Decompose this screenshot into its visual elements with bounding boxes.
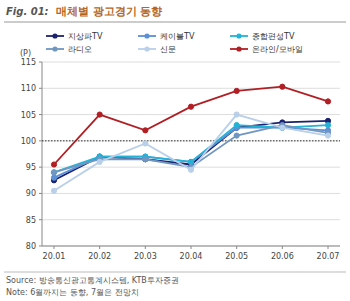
series-marker	[188, 167, 193, 172]
plot-area	[42, 84, 340, 193]
legend-item: 케이블TV	[138, 32, 195, 41]
x-tick-mark	[145, 246, 146, 249]
source: Source: 방송통신광고통계시스템, KTB투자증권	[6, 276, 179, 285]
figure-label: Fig. 01:	[6, 6, 49, 17]
legend-item: 신문	[138, 45, 176, 54]
y-tick-label: 115	[21, 58, 36, 67]
x-tick-label: 20.01	[43, 252, 66, 261]
series-marker	[188, 159, 193, 164]
grid-line	[42, 193, 340, 194]
series-marker	[143, 157, 148, 162]
footer-rule	[4, 272, 346, 273]
legend-label: 신문	[160, 45, 176, 54]
legend-marker	[144, 33, 149, 38]
series-marker	[234, 112, 239, 117]
series-marker	[188, 159, 193, 164]
x-tick-mark	[236, 246, 237, 249]
series-marker	[51, 162, 56, 167]
grid-line	[42, 219, 340, 220]
series-marker	[325, 122, 330, 127]
legend-marker	[144, 46, 149, 51]
series-marker	[325, 133, 330, 138]
x-tick-label: 20.06	[271, 252, 294, 261]
y-tick-label: 85	[26, 216, 36, 225]
grid-line	[42, 114, 340, 115]
grid-line	[42, 88, 340, 89]
series-marker	[143, 141, 148, 146]
series-marker	[280, 84, 285, 89]
y-tick-label: 90	[26, 189, 36, 198]
y-tick-label: 110	[21, 84, 36, 93]
x-tick-mark	[54, 246, 55, 249]
x-tick-label: 20.03	[134, 252, 157, 261]
y-tick-label: 100	[21, 137, 36, 146]
series-line	[54, 87, 328, 165]
x-tick-label: 20.05	[225, 252, 248, 261]
series-marker	[234, 122, 239, 127]
grid-line	[42, 140, 340, 141]
note: Note: 6월까지는 동향, 7월은 전망치	[6, 288, 139, 297]
series-marker	[51, 188, 56, 193]
legend-item: 라디오	[46, 45, 92, 54]
series-marker	[143, 157, 148, 162]
x-tick-mark	[99, 246, 100, 249]
x-tick-mark	[191, 246, 192, 249]
x-tick-label: 20.02	[88, 252, 111, 261]
y-tick-label: 105	[21, 111, 36, 120]
legend-item: 지상파TV	[46, 32, 103, 41]
x-tick-label: 20.04	[180, 252, 203, 261]
series-marker	[51, 170, 56, 175]
y-axis	[42, 62, 43, 246]
legend-item: 온라인/모바일	[230, 45, 303, 54]
legend-marker	[52, 33, 57, 38]
legend-label: 케이블TV	[160, 32, 195, 41]
reference-line	[42, 140, 340, 141]
legend-label: 지상파TV	[68, 32, 103, 41]
title-rule	[4, 22, 346, 23]
series-marker	[97, 112, 102, 117]
series-marker	[280, 125, 285, 130]
series-marker	[51, 170, 56, 175]
series-marker	[234, 88, 239, 93]
series-marker	[143, 128, 148, 133]
legend-item: 종합편성TV	[230, 32, 295, 41]
series-line	[54, 121, 328, 180]
y-axis-label: (P)	[20, 49, 31, 58]
legend-marker	[236, 46, 241, 51]
x-tick-label: 20.07	[317, 252, 340, 261]
grid-line	[42, 62, 340, 63]
series-marker	[51, 175, 56, 180]
legend-label: 온라인/모바일	[252, 45, 303, 54]
y-tick-label: 95	[26, 163, 36, 172]
x-tick-mark	[282, 246, 283, 249]
series-line	[54, 115, 328, 191]
chart: Fig. 01: 매체별 광고경기 동향 (P) 80 85 90 95 100 105 110 1…	[0, 0, 350, 301]
legend-marker	[52, 46, 57, 51]
legend-marker	[236, 33, 241, 38]
series-marker	[188, 104, 193, 109]
y-tick-label: 80	[26, 242, 36, 251]
series-marker	[97, 159, 102, 164]
x-tick-mark	[328, 246, 329, 249]
series-marker	[325, 99, 330, 104]
series-marker	[234, 133, 239, 138]
series-line	[54, 128, 328, 178]
series-marker	[280, 125, 285, 130]
title: 매체별 광고경기 동향	[56, 5, 162, 17]
legend-label: 라디오	[68, 45, 92, 54]
series-marker	[280, 125, 285, 130]
legend-label: 종합편성TV	[252, 32, 295, 41]
